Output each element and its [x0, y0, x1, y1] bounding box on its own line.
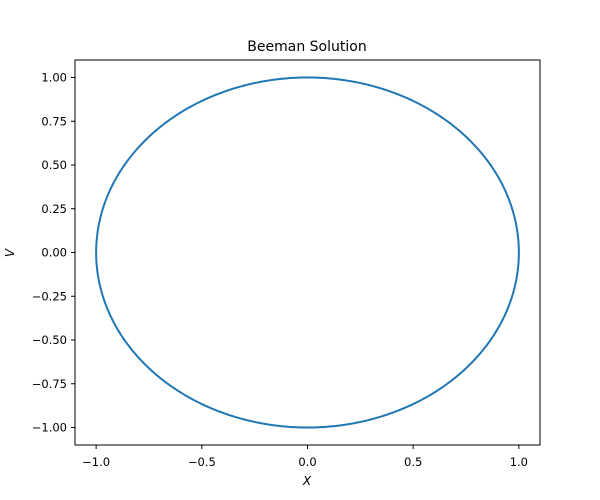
chart-title: Beeman Solution	[247, 39, 366, 55]
y-tick-label: −0.50	[32, 333, 67, 347]
x-tick-label: −0.5	[188, 455, 216, 469]
y-tick-label: 0.25	[41, 202, 67, 216]
y-tick-label: −1.00	[32, 421, 67, 435]
y-tick-label: 1.00	[41, 71, 67, 85]
y-axis-ticks: 1.00 0.75 0.50 0.25 0.00 −0.25 −0.50 −0.75 −1.00	[32, 71, 75, 435]
x-tick-label: 1.0	[510, 455, 528, 469]
y-tick-label: −0.75	[32, 377, 67, 391]
series-line-0	[95, 76, 520, 429]
x-axis-ticks: −1.0 −0.5 0.0 0.5 1.0	[82, 445, 528, 469]
x-tick-label: −1.0	[82, 455, 110, 469]
x-tick-label: 0.5	[404, 455, 422, 469]
y-axis-label: V	[3, 248, 17, 257]
y-tick-label: 0.50	[41, 158, 67, 172]
series-layer	[95, 76, 520, 429]
x-tick-label: 0.0	[298, 455, 316, 469]
y-tick-label: 0.75	[41, 114, 67, 128]
y-tick-label: −0.25	[32, 289, 67, 303]
x-axis-label: X	[302, 474, 312, 488]
plot-area-frame	[74, 59, 541, 446]
y-tick-label: 0.00	[41, 246, 67, 260]
